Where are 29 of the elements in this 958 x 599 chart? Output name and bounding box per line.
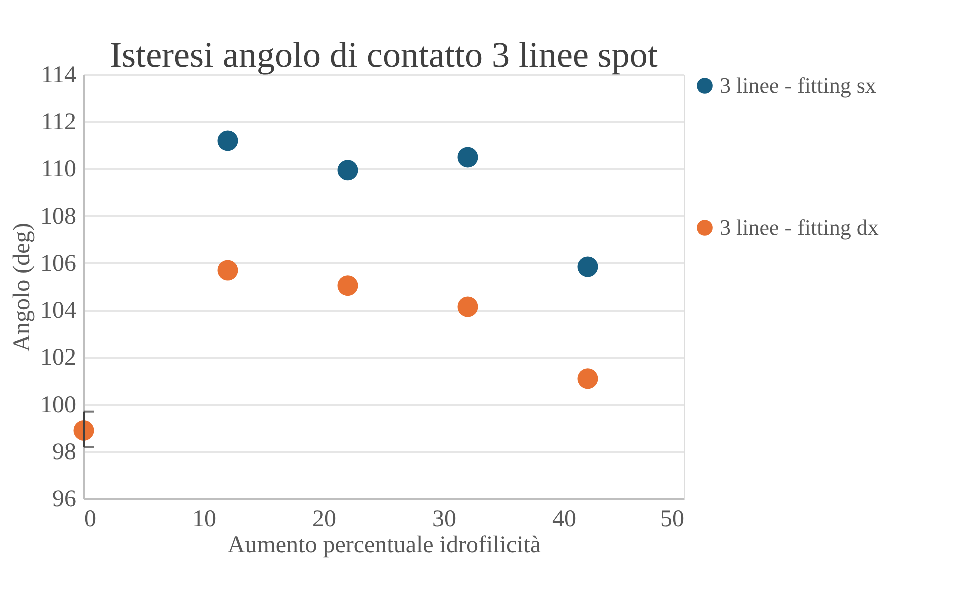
y-tick-label: 98 — [52, 439, 76, 466]
x-tick-label: 30 — [432, 506, 456, 532]
x-tick-label: 50 — [660, 506, 684, 532]
x-tick-label: 20 — [312, 506, 336, 532]
chart-title: Isteresi angolo di contatto 3 linee spot — [110, 35, 658, 75]
x-tick-label: 40 — [552, 506, 576, 532]
y-tick-label: 114 — [41, 62, 76, 88]
point — [578, 256, 598, 278]
y-tick-label: 100 — [40, 392, 76, 418]
x-axis-title: Aumento percentuale idrofilicità — [228, 532, 542, 558]
point — [338, 160, 358, 181]
x-tick-label: 10 — [192, 506, 216, 532]
point — [218, 130, 238, 152]
legend-label: 3 linee - fitting sx — [720, 73, 876, 98]
y-tick-label: 112 — [41, 110, 76, 136]
y-tick-label: 102 — [40, 345, 76, 372]
point — [218, 260, 238, 281]
point — [338, 276, 358, 296]
y-tick-label: 108 — [40, 204, 76, 230]
y-tick-label: 106 — [40, 250, 76, 277]
y-tick-label: 96 — [52, 486, 76, 512]
legend-label: 3 linee - fitting dx — [720, 215, 879, 240]
point — [578, 368, 598, 390]
point — [458, 296, 478, 318]
x-tick-label: 0 — [84, 506, 96, 532]
point — [458, 147, 478, 168]
y-tick-label: 110 — [41, 156, 76, 183]
y-axis-title: Angolo (deg) — [10, 223, 36, 352]
y-tick-label: 104 — [40, 298, 76, 324]
